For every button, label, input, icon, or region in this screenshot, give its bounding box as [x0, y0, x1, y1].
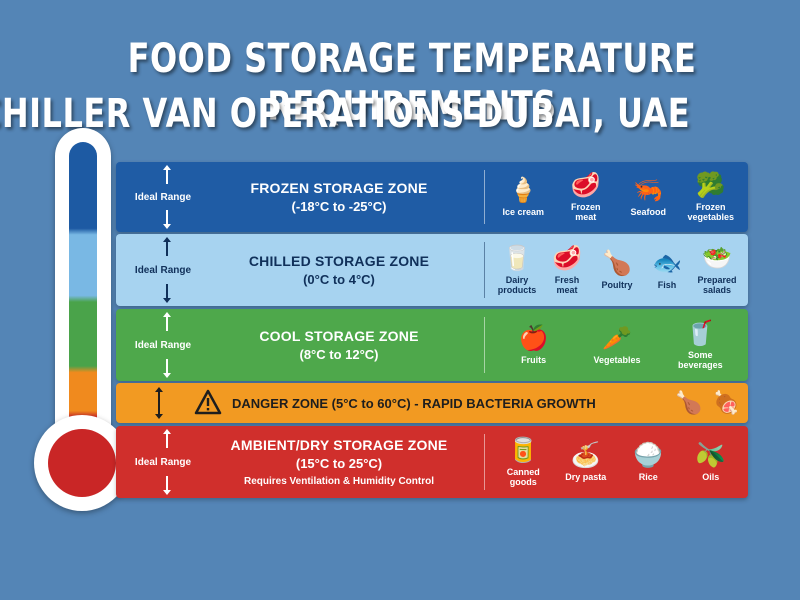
arrow-up-icon — [163, 165, 171, 184]
oil-bottle-icon: 🫒 — [695, 442, 726, 469]
food-item-label: Dairy products — [497, 275, 537, 295]
thermometer-gauge — [69, 142, 97, 462]
zone-name: COOL STORAGE ZONE — [259, 328, 419, 344]
rice-icon: 🍚 — [633, 442, 664, 469]
danger-zone-band: DANGER ZONE (5°C to 60°C) - RAPID BACTER… — [116, 383, 748, 423]
food-item-label: Canned goods — [506, 467, 540, 487]
food-item: 🍚 Rice — [620, 442, 676, 482]
ideal-range-marker: Ideal Range — [124, 234, 202, 306]
salad-icon: 🥗 — [702, 245, 732, 272]
food-item: 🐟 Fish — [642, 250, 692, 290]
food-item-label: Poultry — [601, 280, 633, 290]
food-item-label: Rice — [638, 472, 658, 482]
cooked-food-icon: 🍖 — [712, 390, 740, 416]
food-item: 🍗 Poultry — [592, 250, 642, 290]
food-item: 🥤 Some beverages — [672, 320, 728, 370]
food-items: 🍎 Fruits 🥕 Vegetables 🥤 Some beverages — [492, 309, 742, 381]
page-title-line2: CHILLER VAN OPERATIONS DUBAI, UAE — [0, 89, 691, 137]
fruits-icon: 🍎 — [518, 325, 549, 352]
arrow-up-icon — [163, 429, 171, 448]
food-item-label: Fresh meat — [554, 275, 580, 295]
arrow-up-icon — [163, 312, 171, 331]
food-item: 🥩 Fresh meat — [542, 245, 592, 295]
ideal-range-marker: Ideal Range — [124, 426, 202, 498]
fresh-meat-icon: 🥩 — [552, 245, 582, 272]
beverages-icon: 🥤 — [685, 320, 716, 347]
shrimp-icon: 🦐 — [633, 177, 664, 204]
arrow-up-icon — [163, 237, 171, 256]
divider — [484, 242, 485, 298]
frozen-zone-band: Ideal Range FROZEN STORAGE ZONE (-18°C t… — [116, 162, 748, 232]
zone-name: AMBIENT/DRY STORAGE ZONE — [230, 437, 448, 453]
food-item: 🍎 Fruits — [506, 325, 562, 365]
divider — [484, 170, 485, 224]
food-items: 🥫 Canned goods 🍝 Dry pasta 🍚 Rice 🫒 Oils — [492, 426, 742, 498]
roast-chicken-icon: 🍗 — [675, 390, 703, 416]
arrow-down-icon — [163, 476, 171, 495]
thermometer-bulb-fill — [48, 429, 116, 497]
food-item-label: Fruits — [521, 355, 547, 365]
arrow-down-icon — [163, 210, 171, 229]
zone-name: CHILLED STORAGE ZONE — [248, 253, 430, 269]
food-item-label: Ice cream — [502, 207, 545, 217]
ideal-range-label: Ideal Range — [134, 264, 192, 276]
food-item: 🥗 Prepared salads — [692, 245, 742, 295]
dry-pasta-icon: 🍝 — [570, 442, 601, 469]
warning-icon — [194, 389, 222, 415]
food-item-label: Frozen meat — [570, 202, 601, 222]
vegetables-icon: 🥕 — [602, 325, 632, 352]
food-item-label: Seafood — [630, 207, 666, 217]
food-item: 🥦 Frozen vegetables — [683, 172, 739, 222]
frozen-vegetables-icon: 🥦 — [695, 172, 726, 199]
food-item-label: Prepared salads — [697, 275, 737, 295]
cool-zone-band: Ideal Range COOL STORAGE ZONE (8°C to 12… — [116, 309, 748, 381]
food-item-label: Vegetables — [593, 355, 641, 365]
divider — [484, 434, 485, 490]
zone-note: Requires Ventilation & Humidity Control — [243, 476, 434, 487]
frozen-meat-icon: 🥩 — [570, 172, 601, 199]
zone-temperature: (-18°C to -25°C) — [291, 199, 387, 214]
food-item: 🍦 Ice cream — [495, 177, 551, 217]
dairy-icon: 🥛 — [502, 245, 532, 272]
zone-name: FROZEN STORAGE ZONE — [250, 180, 428, 196]
food-item: 🥛 Dairy products — [492, 245, 542, 295]
food-item-label: Frozen vegetables — [687, 202, 735, 222]
ideal-range-label: Ideal Range — [134, 456, 192, 468]
food-item-label: Dry pasta — [565, 472, 607, 482]
ice-cream-icon: 🍦 — [508, 177, 539, 204]
chilled-zone-band: Ideal Range CHILLED STORAGE ZONE (0°C to… — [116, 234, 748, 306]
arrow-down-icon — [163, 284, 171, 303]
poultry-icon: 🍗 — [602, 250, 632, 277]
food-item: 🫒 Oils — [683, 442, 739, 482]
ideal-range-marker: Ideal Range — [124, 162, 202, 232]
food-item-label: Some beverages — [678, 350, 723, 370]
zone-temperature: (8°C to 12°C) — [299, 347, 379, 362]
food-items: 🥛 Dairy products 🥩 Fresh meat 🍗 Poultry 🐟 Fish 🥗… — [492, 234, 742, 306]
food-item: 🦐 Seafood — [620, 177, 676, 217]
fish-icon: 🐟 — [652, 250, 682, 277]
double-arrow-icon — [155, 387, 163, 419]
danger-zone-text: DANGER ZONE (5°C to 60°C) - RAPID BACTER… — [232, 395, 596, 411]
canned-goods-icon: 🥫 — [508, 437, 539, 464]
ideal-range-label: Ideal Range — [134, 339, 192, 351]
divider — [484, 317, 485, 373]
food-item: 🥕 Vegetables — [589, 325, 645, 365]
food-item-label: Fish — [657, 280, 677, 290]
ambient-zone-band: Ideal Range AMBIENT/DRY STORAGE ZONE (15… — [116, 426, 748, 498]
danger-food-icons: 🍗 🍖 — [675, 383, 740, 423]
ideal-range-marker: Ideal Range — [124, 309, 202, 381]
page-title-line1: FOOD STORAGE TEMPERATURE REQUIREMENTS — [127, 34, 697, 130]
food-item: 🥩 Frozen meat — [558, 172, 614, 222]
food-item: 🍝 Dry pasta — [558, 442, 614, 482]
ideal-range-label: Ideal Range — [134, 191, 192, 203]
zone-temperature: (15°C to 25°C) — [295, 456, 383, 471]
arrow-down-icon — [163, 359, 171, 378]
zone-temperature: (0°C to 4°C) — [303, 272, 375, 287]
food-items: 🍦 Ice cream 🥩 Frozen meat 🦐 Seafood 🥦 Frozen ve… — [492, 162, 742, 232]
food-item: 🥫 Canned goods — [495, 437, 551, 487]
food-item-label: Oils — [702, 472, 720, 482]
